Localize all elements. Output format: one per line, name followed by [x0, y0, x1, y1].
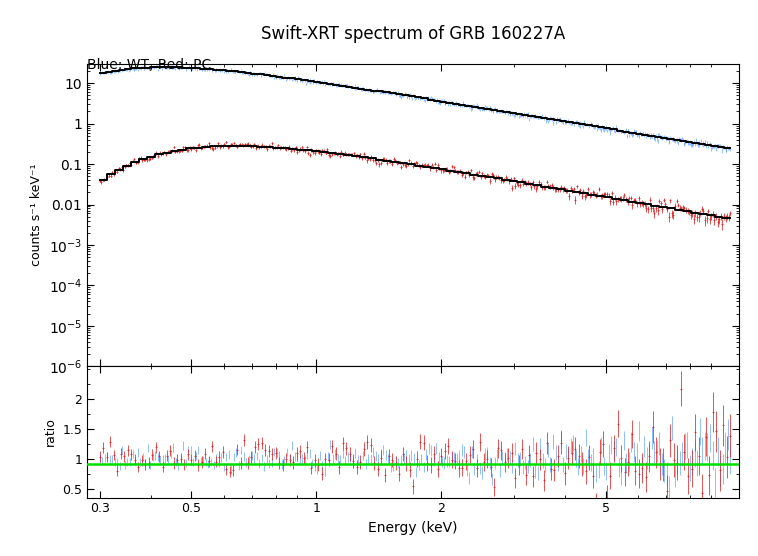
- Text: Blue: WT, Red: PC: Blue: WT, Red: PC: [87, 58, 211, 72]
- Text: Swift-XRT spectrum of GRB 160227A: Swift-XRT spectrum of GRB 160227A: [261, 25, 565, 43]
- Y-axis label: ratio: ratio: [44, 418, 57, 446]
- X-axis label: Energy (keV): Energy (keV): [368, 521, 458, 535]
- Y-axis label: counts s⁻¹ keV⁻¹: counts s⁻¹ keV⁻¹: [30, 164, 43, 266]
